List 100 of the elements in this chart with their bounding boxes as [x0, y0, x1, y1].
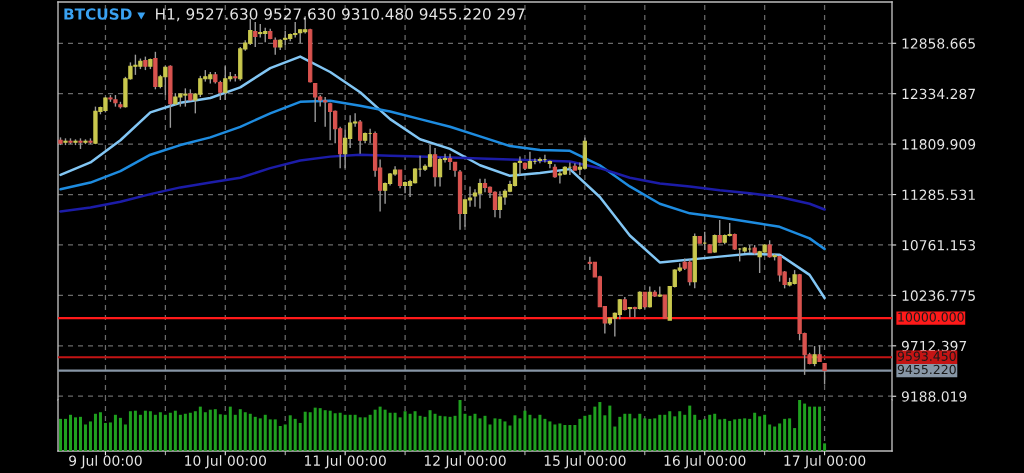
- candlestick: [517, 155, 523, 176]
- bar: [438, 415, 442, 451]
- bar: [443, 416, 447, 451]
- bar: [578, 418, 582, 451]
- candlestick: [492, 190, 498, 218]
- y-tick-label: 10236.775: [902, 290, 975, 301]
- bar: [418, 415, 422, 451]
- bar: [758, 416, 762, 451]
- bar: [243, 412, 247, 451]
- bar: [188, 412, 192, 451]
- bar: [798, 400, 802, 451]
- bar: [628, 413, 632, 451]
- x-tick-label: 17 Jul 00:00: [784, 455, 866, 469]
- bar: [783, 418, 787, 451]
- x-tick-label: 11 Jul 00:00: [305, 455, 386, 469]
- candlestick: [512, 161, 518, 188]
- bar: [348, 414, 352, 451]
- y-tick-label: 12858.665: [902, 38, 975, 49]
- bar: [358, 417, 362, 451]
- bar: [523, 410, 527, 451]
- bar: [288, 415, 292, 451]
- bar: [618, 416, 622, 451]
- bar: [248, 413, 252, 451]
- bar: [263, 414, 267, 451]
- bar: [573, 424, 577, 451]
- bar: [433, 413, 437, 451]
- bar: [528, 414, 532, 451]
- bar: [338, 412, 342, 451]
- bar: [73, 417, 77, 451]
- x-tick-label: 9 Jul 00:00: [69, 455, 142, 469]
- bar: [453, 415, 457, 451]
- line-series: [59, 55, 826, 300]
- bar: [328, 410, 332, 451]
- bar: [173, 410, 177, 451]
- y-tick-label: 9188.019: [901, 391, 967, 402]
- bar: [258, 418, 262, 451]
- bar: [508, 425, 512, 451]
- bar: [623, 413, 627, 451]
- bar: [723, 418, 727, 451]
- bar: [293, 418, 297, 451]
- y-tick-label: 12334.287: [902, 88, 975, 100]
- bar: [728, 420, 732, 451]
- candlestick: [547, 159, 553, 169]
- bar: [808, 406, 812, 451]
- bar: [113, 414, 117, 451]
- bar: [788, 418, 792, 451]
- bar: [483, 415, 487, 451]
- bar: [308, 412, 312, 451]
- candlestick: [328, 102, 333, 141]
- bar: [133, 410, 137, 451]
- bar: [63, 418, 67, 451]
- bar: [128, 411, 132, 451]
- bar: [403, 411, 407, 451]
- candlestick: [313, 82, 318, 123]
- bar: [323, 410, 327, 451]
- bar: [693, 414, 697, 451]
- y-tick-label: 10761.153: [902, 239, 976, 251]
- bar: [583, 415, 587, 451]
- bar: [388, 412, 392, 451]
- bar: [373, 409, 377, 451]
- bar: [298, 422, 302, 451]
- bar: [683, 414, 687, 451]
- bar: [718, 419, 722, 451]
- bar: [503, 421, 507, 451]
- candlestick: [447, 153, 453, 171]
- y-tick-label: 9712.397: [901, 340, 967, 352]
- bar: [363, 417, 367, 451]
- candlestick: [218, 79, 223, 101]
- bar: [168, 412, 172, 451]
- bar: [238, 409, 242, 451]
- candlestick: [462, 199, 468, 228]
- candlestick: [357, 119, 363, 155]
- bar: [803, 403, 807, 451]
- bar: [668, 411, 672, 451]
- bar: [548, 421, 552, 451]
- bar: [543, 418, 547, 451]
- bar: [793, 428, 797, 451]
- candlestick: [647, 285, 652, 309]
- bar: [638, 413, 642, 451]
- candlestick: [637, 290, 642, 311]
- bar: [743, 418, 747, 451]
- bar: [283, 424, 287, 451]
- ref-line-label: 9455.220: [897, 364, 956, 375]
- bar: [563, 424, 567, 451]
- candlestick: [557, 170, 563, 185]
- bar: [218, 414, 222, 451]
- bar: [318, 408, 322, 451]
- candlestick: [477, 178, 483, 210]
- y-tick-label: 11285.531: [902, 189, 975, 201]
- bar: [643, 418, 647, 451]
- bar: [658, 414, 662, 451]
- bar: [533, 418, 537, 451]
- bar: [688, 405, 692, 451]
- bar: [158, 412, 162, 451]
- bar: [818, 406, 822, 451]
- bar: [383, 409, 387, 451]
- bar: [153, 414, 157, 451]
- line-series: [59, 99, 826, 251]
- bar: [333, 413, 337, 451]
- candlestick: [397, 169, 403, 190]
